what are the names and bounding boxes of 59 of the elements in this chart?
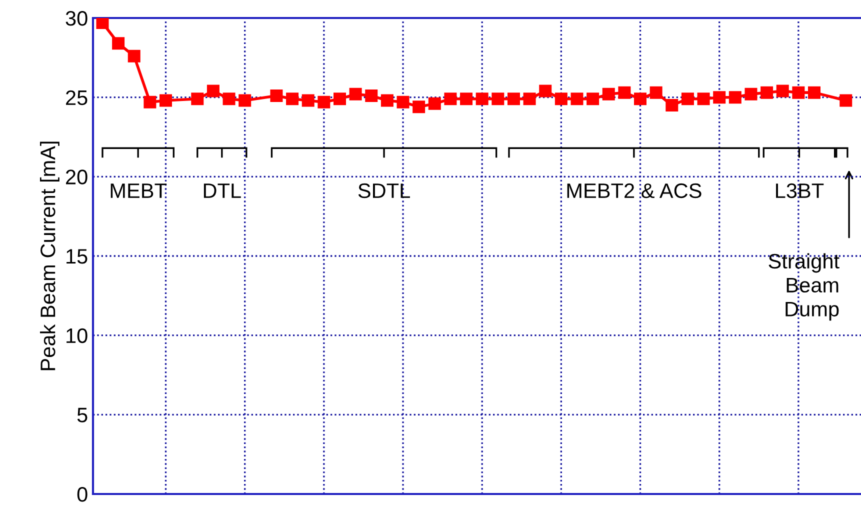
y-axis-title: Peak Beam Current [mA]: [40, 142, 60, 370]
point: [128, 50, 140, 62]
point: [333, 92, 346, 106]
y-tick-label: 15: [66, 249, 88, 264]
point: [554, 92, 568, 106]
y-tick-label: 20: [66, 170, 88, 184]
point: [160, 94, 172, 107]
point: [586, 92, 600, 106]
point: [840, 94, 852, 107]
point: [270, 89, 283, 102]
point: [96, 18, 109, 30]
point: [602, 88, 615, 100]
point: [191, 92, 204, 106]
point: [349, 88, 362, 100]
point: [112, 37, 125, 50]
annotation: Straight Beam Dump: [768, 253, 840, 321]
point: [396, 96, 410, 108]
point: [222, 92, 236, 106]
point: [365, 89, 378, 102]
point: [492, 92, 504, 106]
annotation: DTL: [204, 184, 241, 198]
point: [428, 97, 441, 110]
y-tick-label: 25: [66, 90, 88, 106]
point: [666, 99, 678, 112]
point: [412, 100, 426, 114]
point: [238, 94, 252, 107]
point: [286, 92, 299, 106]
point: [713, 91, 726, 104]
annotation: MEBT: [110, 184, 167, 198]
annotation: SDTL: [358, 183, 410, 198]
point: [697, 92, 710, 106]
y-tick-label: 30: [66, 11, 88, 26]
point: [808, 86, 820, 99]
point: [792, 86, 805, 99]
y-tick-label: 0: [77, 487, 88, 502]
point: [507, 92, 520, 106]
point: [539, 84, 552, 98]
point: [776, 84, 789, 98]
point: [634, 92, 647, 106]
point: [318, 96, 330, 108]
annotation: MEBT2 & ACS: [567, 183, 702, 198]
point: [618, 86, 631, 99]
point: [460, 92, 473, 106]
point: [728, 91, 742, 104]
point: [476, 92, 488, 106]
point: [523, 92, 536, 106]
point: [144, 96, 156, 108]
point: [302, 94, 314, 107]
point: [380, 94, 394, 107]
y-tick-label: 10: [66, 328, 88, 344]
point: [650, 86, 662, 99]
point: [444, 92, 457, 106]
point: [570, 92, 584, 106]
point: [681, 92, 694, 106]
point: [206, 84, 220, 98]
annotation: L3BT: [776, 183, 824, 198]
point: [744, 88, 758, 100]
y-tick-label: 5: [77, 408, 88, 422]
point: [760, 86, 774, 99]
